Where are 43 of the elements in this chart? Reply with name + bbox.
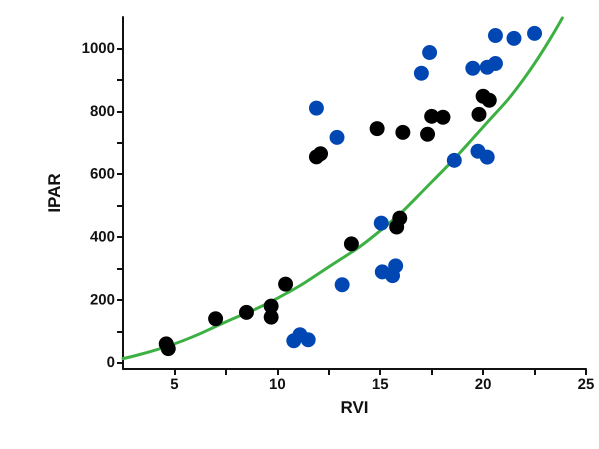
- y-tick-label: 800: [90, 102, 115, 120]
- x-tick-label: 20: [474, 376, 492, 393]
- point: [488, 56, 503, 72]
- point: [446, 152, 462, 168]
- point: [388, 258, 404, 274]
- y-tick-label: 600: [90, 166, 115, 183]
- point: [472, 106, 486, 122]
- point: [422, 45, 438, 60]
- y-tick-label: 400: [90, 228, 115, 246]
- point: [330, 130, 345, 145]
- y-axis-title: IPAR: [45, 173, 64, 213]
- point: [238, 304, 254, 320]
- point: [488, 28, 503, 44]
- point: [527, 26, 542, 41]
- point: [308, 100, 324, 116]
- x-tick-label: 25: [578, 376, 594, 393]
- y-tick-label: 0: [106, 354, 115, 372]
- point: [300, 332, 316, 348]
- x-axis-title: RVI: [340, 398, 369, 417]
- x-tick-label: 10: [268, 376, 286, 393]
- point: [160, 341, 176, 356]
- point: [208, 311, 224, 326]
- point: [420, 126, 436, 142]
- line-series: [122, 16, 564, 360]
- point: [389, 219, 404, 234]
- x-tick-label: 5: [170, 376, 179, 393]
- point: [370, 121, 385, 136]
- point: [344, 236, 359, 252]
- y-tick-label: 200: [90, 291, 115, 308]
- point: [374, 216, 389, 231]
- point: [278, 276, 294, 292]
- point: [436, 110, 450, 125]
- x-tick-label: 15: [372, 376, 389, 393]
- point: [395, 124, 410, 140]
- point: [482, 92, 497, 108]
- point: [506, 30, 522, 46]
- y-tick-label: 1000: [82, 40, 115, 57]
- point: [480, 150, 495, 165]
- point: [334, 277, 350, 292]
- point: [313, 146, 328, 162]
- point: [264, 310, 279, 325]
- point: [414, 66, 429, 81]
- point: [465, 60, 480, 76]
